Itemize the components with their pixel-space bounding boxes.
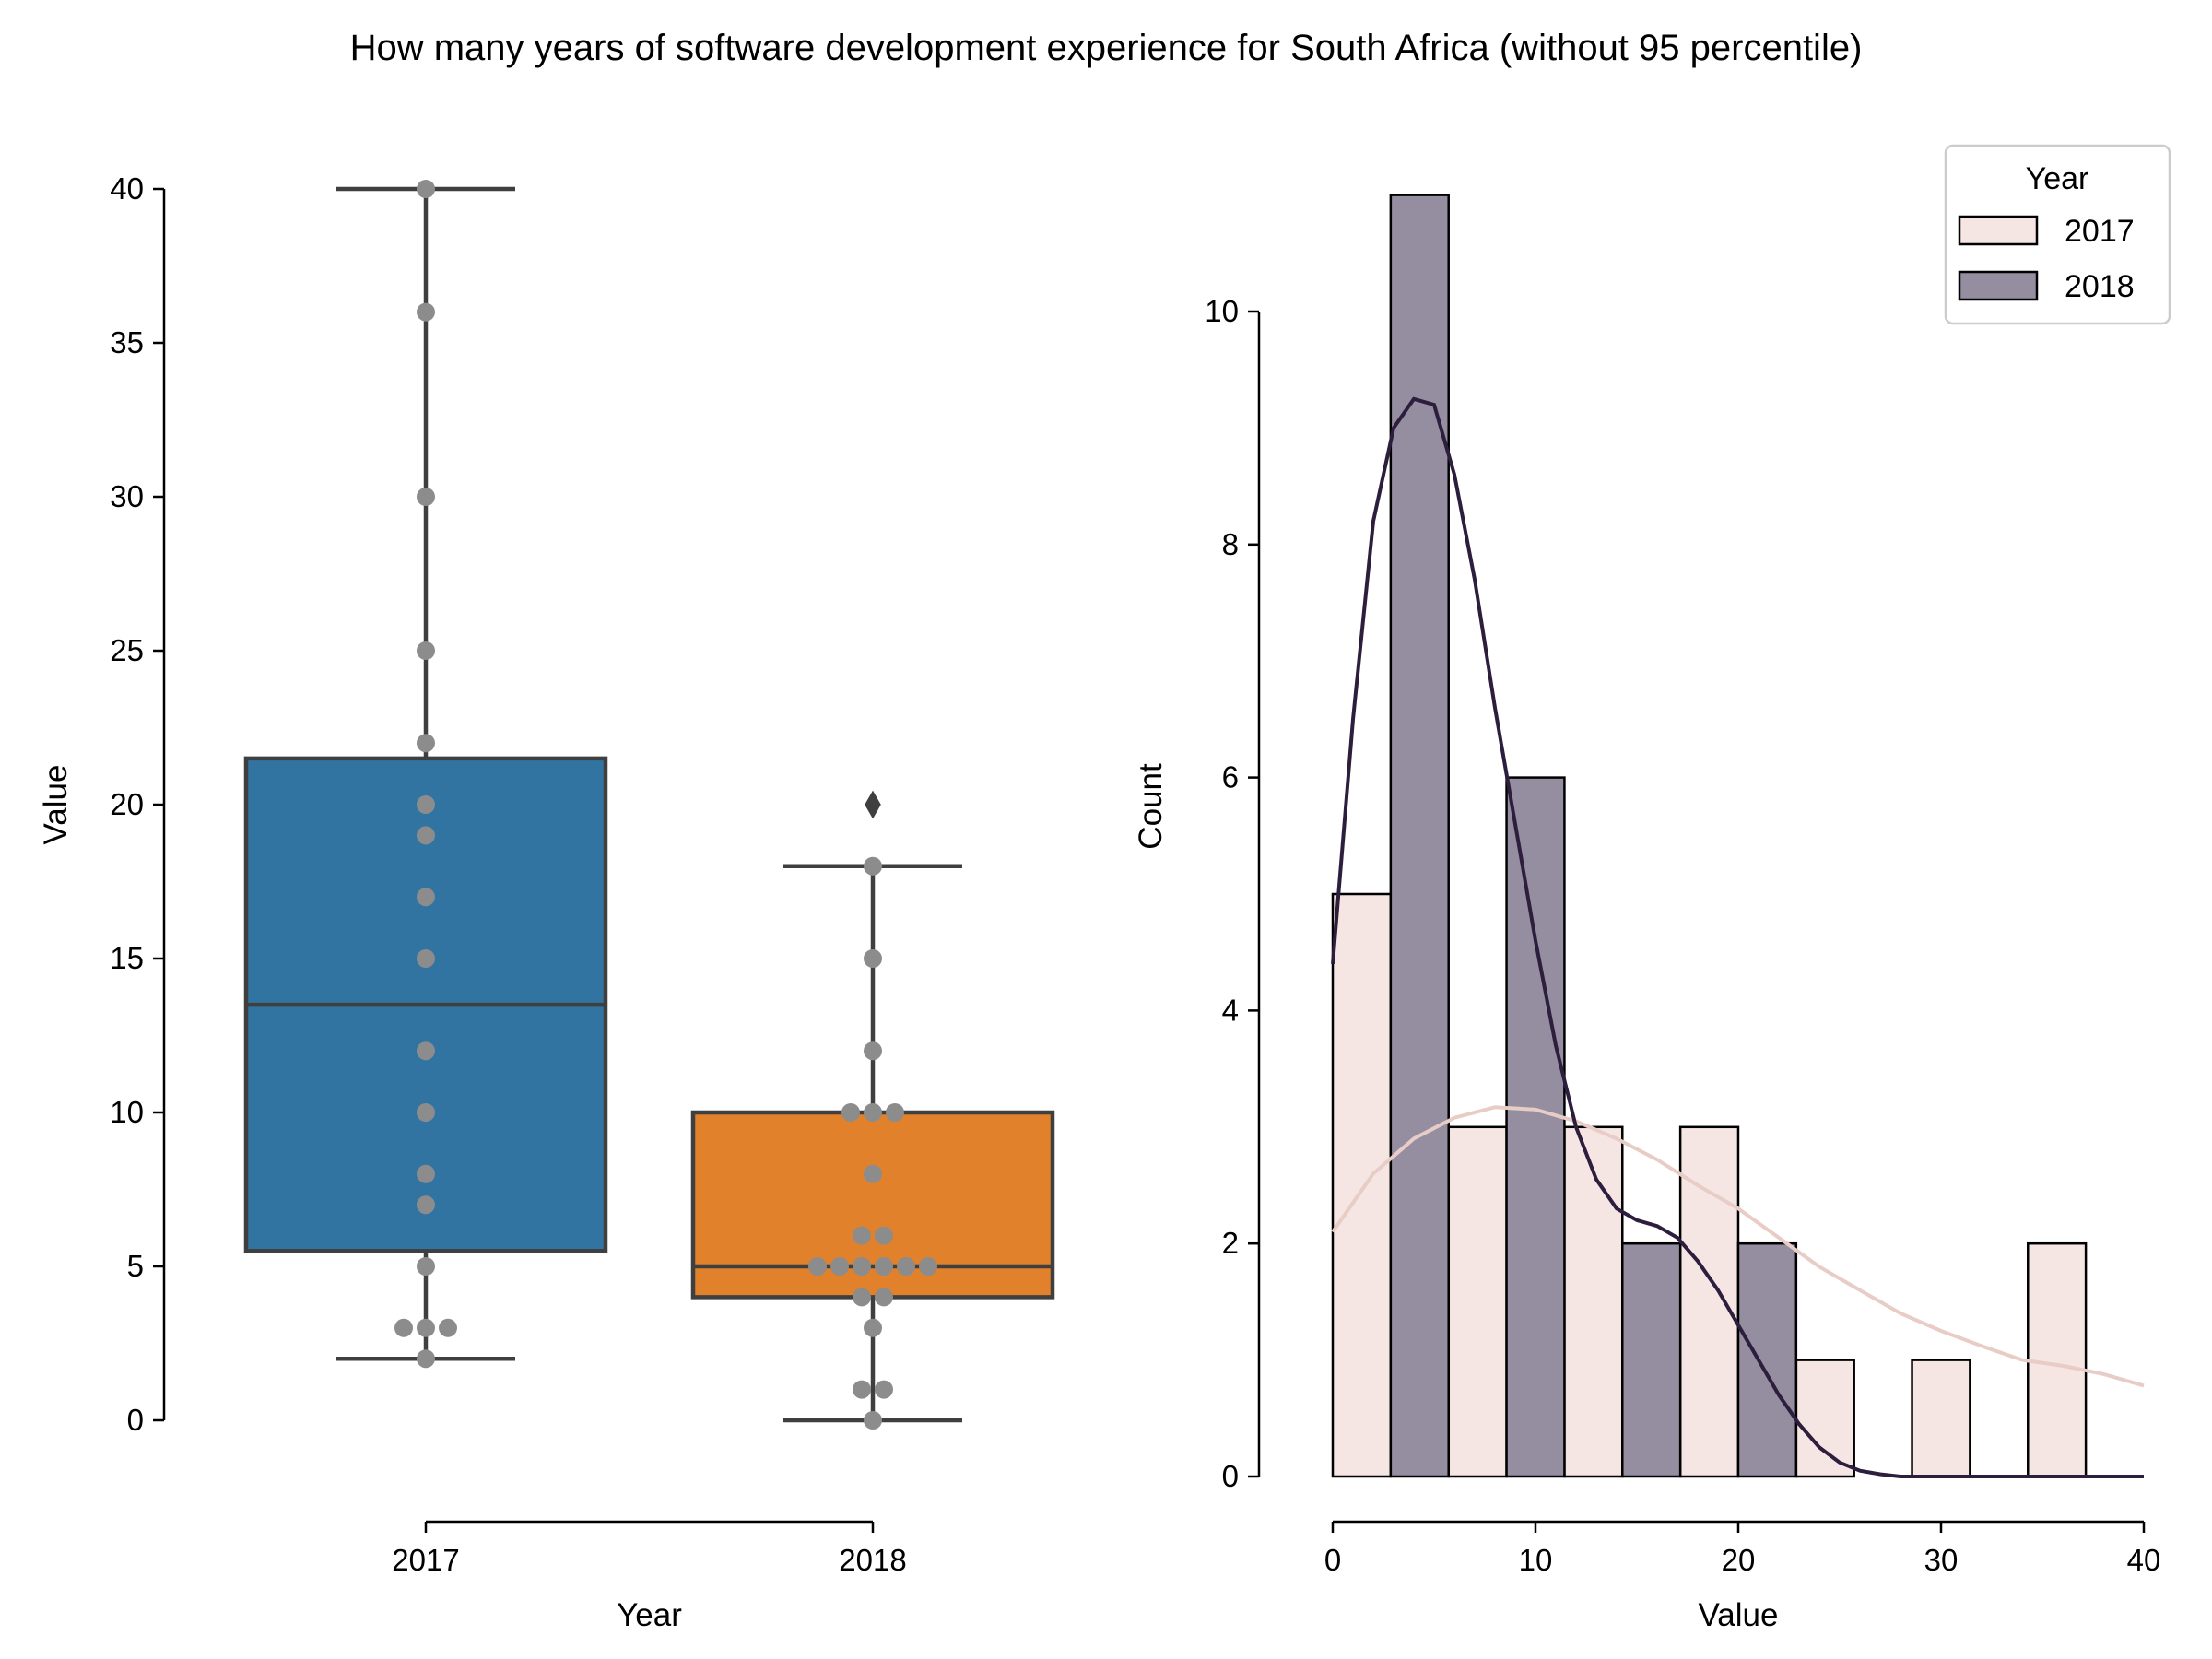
swarm-point	[417, 641, 435, 660]
swarm-point	[875, 1380, 893, 1399]
legend-swatch-2018	[1958, 270, 2039, 301]
swarm-point	[864, 1041, 882, 1061]
legend-swatch-2017	[1958, 215, 2039, 246]
histogram-panel: 0 2 4 6 8 10 Count 0 10 20 30 40 Value Year 2017 2018	[1133, 144, 2171, 1633]
hist-bar-2017	[1331, 892, 1393, 1478]
y-tick-label: 4	[1222, 993, 1239, 1027]
swarm-point	[417, 826, 435, 845]
swarm-point	[875, 1288, 893, 1307]
swarm-point	[417, 180, 435, 198]
swarm-point	[417, 1349, 435, 1369]
kde-line-2018	[1331, 396, 2144, 1478]
swarm-point	[864, 1318, 882, 1337]
y-tick-label: 30	[110, 479, 144, 513]
legend: Year 2017 2018	[1944, 144, 2171, 325]
swarm-point	[853, 1257, 871, 1276]
swarm-point	[864, 949, 882, 968]
swarm-point	[417, 1164, 435, 1183]
x-axis-label: Year	[617, 1597, 682, 1633]
x-tick-label: 20	[1722, 1543, 1756, 1577]
swarm-point	[439, 1318, 457, 1337]
x-tick-label: 30	[1924, 1543, 1959, 1577]
x-tick-label: 2018	[839, 1543, 906, 1577]
swarm-point	[417, 949, 435, 968]
x-tick-label: 40	[2127, 1543, 2161, 1577]
swarm-point	[417, 1195, 435, 1215]
legend-label-2018: 2018	[2065, 269, 2135, 304]
x-tick-label: 10	[1519, 1543, 1553, 1577]
hist-bar-2018	[1621, 1241, 1682, 1478]
swarm-point	[417, 488, 435, 506]
x-axis-label: Value	[1699, 1597, 1779, 1633]
y-tick-label: 20	[110, 787, 144, 821]
y-tick-label: 8	[1222, 527, 1239, 561]
legend-title: Year	[2026, 161, 2089, 196]
swarm-point	[853, 1380, 871, 1399]
swarm-point	[875, 1226, 893, 1245]
y-tick-label: 40	[110, 171, 144, 206]
swarm-point	[417, 1041, 435, 1061]
y-tick-label: 25	[110, 633, 144, 667]
y-axis-label: Value	[38, 765, 74, 845]
y-tick-label: 10	[110, 1095, 144, 1129]
hist-bar-2017	[1794, 1359, 1855, 1478]
y-tick-label: 0	[1222, 1459, 1239, 1493]
boxplot-panel: 0 5 10 15 20 25 30 35 40 Value 2017 2018 Year	[38, 171, 1055, 1633]
hist-bar-2017	[2026, 1241, 2088, 1478]
y-tick-label: 15	[110, 941, 144, 975]
outlier-marker	[865, 790, 881, 819]
y-tick-label: 5	[127, 1249, 144, 1283]
y-tick-label: 35	[110, 325, 144, 359]
x-tick-label: 0	[1324, 1543, 1341, 1577]
y-tick-label: 0	[127, 1403, 144, 1437]
swarm-point	[394, 1318, 413, 1337]
swarm-point	[417, 734, 435, 753]
swarm-point	[808, 1257, 827, 1276]
y-tick-label: 2	[1222, 1226, 1239, 1260]
box-2018	[690, 1110, 1055, 1300]
swarm-point	[417, 795, 435, 814]
swarm-point	[853, 1226, 871, 1245]
swarm-point	[853, 1288, 871, 1307]
swarm-point	[417, 1318, 435, 1337]
swarm-point	[864, 1103, 882, 1122]
swarm-point	[417, 1257, 435, 1276]
swarm-point	[875, 1257, 893, 1276]
hist-bar-2018	[1736, 1241, 1798, 1478]
swarm-point	[864, 1164, 882, 1183]
swarm-point	[897, 1257, 915, 1276]
hist-bar-2018	[1389, 194, 1450, 1478]
figure-title: How many years of software development e…	[349, 28, 1863, 68]
hist-bar-2017	[1447, 1125, 1508, 1478]
swarm-point	[864, 1411, 882, 1430]
swarm-point	[417, 888, 435, 907]
swarm-point	[919, 1257, 937, 1276]
swarm-point	[417, 302, 435, 322]
legend-label-2017: 2017	[2065, 214, 2135, 249]
hist-bar-2017	[1911, 1359, 1971, 1478]
swarm-point	[417, 1103, 435, 1122]
y-tick-label: 6	[1222, 760, 1239, 794]
hist-bar-2017	[1563, 1125, 1624, 1478]
swarm-point	[864, 856, 882, 876]
y-tick-label: 10	[1205, 294, 1239, 328]
swarm-point	[830, 1257, 849, 1276]
x-tick-label: 2017	[392, 1543, 459, 1577]
swarm-point	[841, 1103, 860, 1122]
y-axis-label: Count	[1133, 763, 1169, 850]
hist-bar-2018	[1505, 776, 1566, 1478]
kde-line-2017	[1331, 1105, 2145, 1388]
swarm-point	[886, 1103, 904, 1122]
